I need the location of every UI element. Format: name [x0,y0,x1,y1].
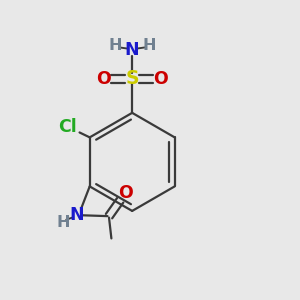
Text: H: H [109,38,122,53]
Text: S: S [125,69,139,88]
Text: H: H [56,215,70,230]
Text: O: O [118,184,133,202]
Text: O: O [153,70,168,88]
Text: N: N [69,206,84,224]
Text: N: N [125,41,140,59]
Text: Cl: Cl [58,118,77,136]
Text: O: O [96,70,111,88]
Text: H: H [142,38,156,53]
